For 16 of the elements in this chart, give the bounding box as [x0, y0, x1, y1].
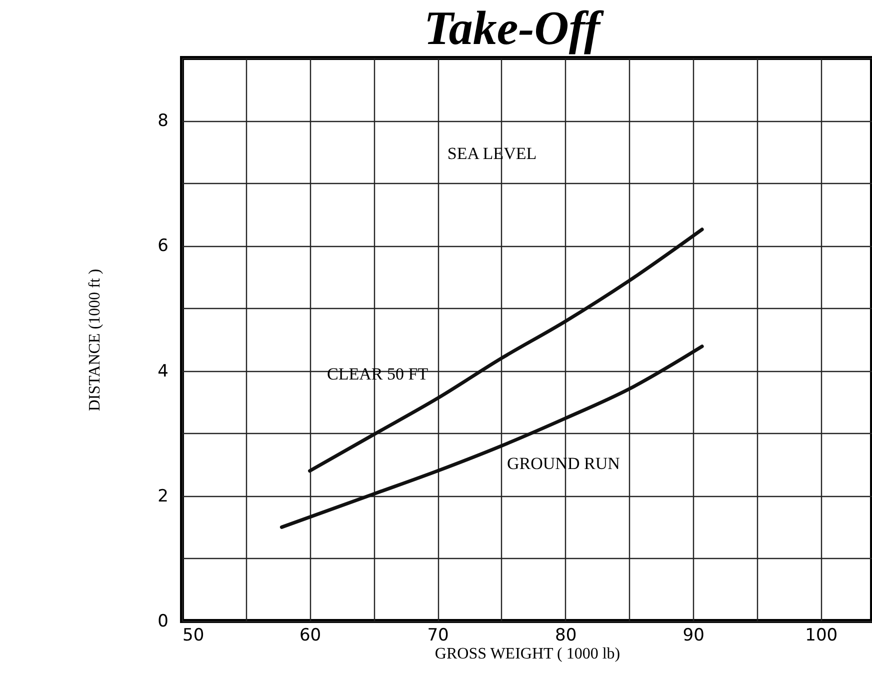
line-series — [308, 228, 704, 473]
x-tick-label: 60 — [299, 626, 322, 646]
y-axis-title: DISTANCE (1000 ft ) — [86, 268, 104, 412]
x-tick-label: 90 — [682, 626, 704, 646]
line-series — [280, 344, 704, 529]
y-tick-label: 6 — [158, 236, 168, 256]
y-tick-label: 0 — [158, 612, 168, 632]
y-tick-label: 8 — [158, 111, 168, 132]
chart-title: Take-Off — [424, 2, 604, 55]
y-tick-label: 4 — [158, 361, 168, 382]
x-tick-label: 100 — [805, 626, 838, 646]
x-tick-label: 70 — [427, 626, 449, 646]
y-tick-label: 2 — [158, 486, 168, 506]
x-tick-label: 80 — [555, 626, 577, 646]
x-tick-label: 50 — [182, 626, 204, 646]
x-axis-title: GROSS WEIGHT ( 1000 lb) — [434, 646, 620, 662]
